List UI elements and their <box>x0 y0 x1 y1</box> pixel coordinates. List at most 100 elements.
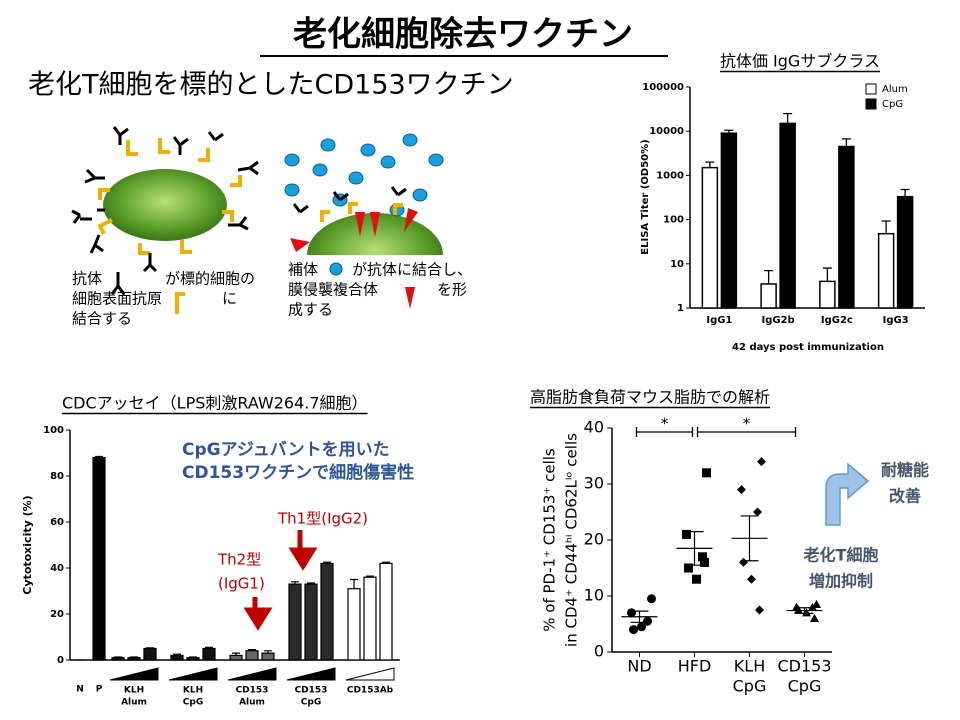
dose-ramp <box>286 667 336 681</box>
y-tick-label: 10000 <box>649 126 684 137</box>
error-bar <box>130 656 138 658</box>
bar <box>229 654 243 661</box>
dot <box>682 529 691 539</box>
annotation: Th1型(IgG2) <box>277 510 368 528</box>
bar <box>202 647 216 661</box>
annotation: CD153ワクチンで細胞傷害性 <box>182 462 414 483</box>
group-label: CD153Ab <box>347 686 394 696</box>
y-tick-label: 40 <box>50 563 64 574</box>
annotation: Th2型 <box>217 551 261 569</box>
y-tick-label: 40 <box>584 418 604 437</box>
diagram-text: 補体 <box>288 261 318 279</box>
y-tick-label: 20 <box>584 530 604 549</box>
error-bar <box>841 138 851 147</box>
bar <box>720 132 738 309</box>
x-tick-label: CpG <box>733 677 767 696</box>
slide-subtitle: 老化T細胞を標的としたCD153ワクチン <box>28 70 514 101</box>
dot <box>808 602 817 611</box>
y-tick-label: 0 <box>57 655 64 666</box>
dose-ramp <box>168 667 218 681</box>
dot <box>692 574 701 584</box>
diagram-text: が標的細胞の <box>165 270 255 288</box>
x-tick-label: IgG2b <box>762 315 795 326</box>
diagram-text: を形 <box>437 281 467 299</box>
group-label: CpG <box>183 698 203 708</box>
bar <box>92 457 106 661</box>
sem-bar <box>685 531 704 566</box>
x-tick-label: CpG <box>788 677 822 696</box>
bar <box>304 583 318 661</box>
x-tick-label: N <box>76 685 84 695</box>
legend-swatch <box>865 98 877 110</box>
dot <box>698 552 707 562</box>
x-tick-label: KLH <box>734 657 765 676</box>
dot <box>627 608 636 618</box>
error-bar <box>248 649 256 651</box>
group-label: Alum <box>121 698 147 708</box>
dot <box>737 485 746 495</box>
bar <box>819 280 836 309</box>
y-tick-label: 80 <box>50 471 64 482</box>
bar <box>111 657 125 661</box>
dot <box>629 625 638 635</box>
error-bar <box>764 269 774 284</box>
significance-label: * <box>743 415 751 433</box>
diagram-text: に <box>222 290 237 308</box>
dot <box>643 616 652 626</box>
improvement-arrow <box>825 462 870 526</box>
dose-ramp <box>227 667 277 681</box>
diagram-text: 結合する <box>72 310 132 328</box>
error-bar <box>724 129 734 134</box>
slide-title: 老化細胞除去ワクチン <box>293 15 633 55</box>
group-label: KLH <box>124 686 144 696</box>
chart-title: 高脂肪食負荷マウス脂肪での解析 <box>530 388 770 407</box>
error-bar <box>173 653 181 656</box>
y-tick-label: 1 <box>677 303 684 314</box>
dot <box>739 557 748 567</box>
bar <box>288 583 302 661</box>
annotation: 耐糖能 <box>881 461 929 480</box>
y-tick-label: 1000 <box>656 170 684 181</box>
diagram-text: 抗体 <box>72 270 102 288</box>
diagram-text: 膜侵襲複合体 <box>288 281 378 299</box>
error-bar <box>350 578 358 589</box>
x-tick-label: ND <box>627 657 651 676</box>
bar <box>877 232 895 309</box>
group-label: CD153 <box>236 686 269 696</box>
error-bar <box>900 188 910 197</box>
significance-label: * <box>661 415 669 433</box>
dot <box>802 608 811 617</box>
annotation: (IgG1) <box>218 575 265 593</box>
chart-title: CDCアッセイ（LPS刺激RAW264.7細胞） <box>62 394 368 413</box>
y-axis-label: % of PD-1⁺ CD153⁺ cells <box>541 448 559 632</box>
legend-label: CpG <box>882 99 903 110</box>
annotation: CpGアジュバントを用いた <box>182 440 390 460</box>
y-tick-label: 100 <box>663 215 684 226</box>
x-tick-label: IgG2c <box>821 315 853 326</box>
error-bar <box>189 656 197 658</box>
y-tick-label: 10 <box>584 586 604 605</box>
y-tick-label: 30 <box>584 474 604 493</box>
group-label: KLH <box>183 686 203 696</box>
bar <box>127 657 141 661</box>
cell-diagram-right <box>284 133 444 309</box>
dose-ramp <box>345 667 395 681</box>
x-tick-label: IgG1 <box>706 315 732 326</box>
significance-bracket <box>635 427 694 437</box>
bar <box>379 562 393 661</box>
dot <box>684 563 693 573</box>
dot <box>810 613 819 622</box>
x-axis-label: 42 days post immunization <box>732 342 884 353</box>
error-bar <box>366 575 374 578</box>
error-bar <box>232 652 240 656</box>
dose-ramp <box>109 667 159 681</box>
bar <box>896 195 914 309</box>
y-tick-label: 60 <box>50 517 64 528</box>
error-bar <box>264 650 272 654</box>
error-bar <box>291 581 299 585</box>
dot <box>637 622 646 632</box>
bar <box>363 576 377 661</box>
dot <box>753 507 762 517</box>
dot <box>700 557 709 567</box>
bar <box>170 654 184 661</box>
